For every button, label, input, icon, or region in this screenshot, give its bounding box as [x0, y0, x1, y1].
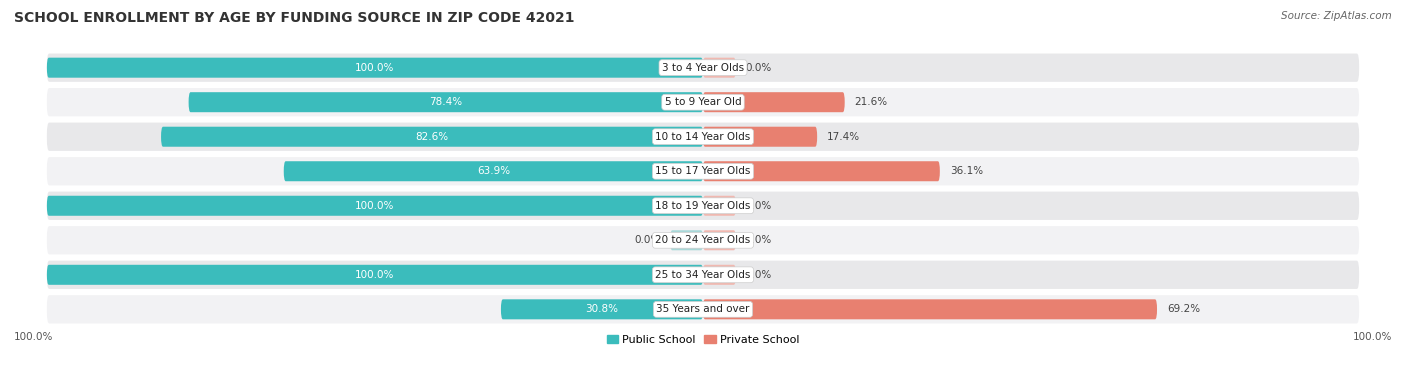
FancyBboxPatch shape	[162, 127, 703, 147]
FancyBboxPatch shape	[46, 54, 1360, 82]
FancyBboxPatch shape	[703, 127, 817, 147]
FancyBboxPatch shape	[284, 161, 703, 181]
Text: 10 to 14 Year Olds: 10 to 14 Year Olds	[655, 132, 751, 142]
Legend: Public School, Private School: Public School, Private School	[602, 330, 804, 349]
FancyBboxPatch shape	[671, 230, 703, 250]
FancyBboxPatch shape	[46, 157, 1360, 185]
Text: 0.0%: 0.0%	[745, 201, 772, 211]
Text: 21.6%: 21.6%	[855, 97, 887, 107]
FancyBboxPatch shape	[46, 196, 703, 216]
Text: 20 to 24 Year Olds: 20 to 24 Year Olds	[655, 235, 751, 245]
Text: 63.9%: 63.9%	[477, 166, 510, 176]
FancyBboxPatch shape	[703, 230, 735, 250]
Text: Source: ZipAtlas.com: Source: ZipAtlas.com	[1281, 11, 1392, 21]
Text: 0.0%: 0.0%	[745, 270, 772, 280]
Text: 25 to 34 Year Olds: 25 to 34 Year Olds	[655, 270, 751, 280]
FancyBboxPatch shape	[46, 261, 1360, 289]
FancyBboxPatch shape	[46, 88, 1360, 116]
Text: 36.1%: 36.1%	[949, 166, 983, 176]
FancyBboxPatch shape	[703, 196, 735, 216]
Text: 15 to 17 Year Olds: 15 to 17 Year Olds	[655, 166, 751, 176]
FancyBboxPatch shape	[703, 58, 735, 78]
FancyBboxPatch shape	[703, 161, 939, 181]
Text: 35 Years and over: 35 Years and over	[657, 304, 749, 314]
Text: 100.0%: 100.0%	[1353, 332, 1392, 342]
FancyBboxPatch shape	[703, 92, 845, 112]
Text: 5 to 9 Year Old: 5 to 9 Year Old	[665, 97, 741, 107]
Text: 0.0%: 0.0%	[745, 235, 772, 245]
FancyBboxPatch shape	[46, 226, 1360, 254]
FancyBboxPatch shape	[703, 299, 1157, 319]
Text: 100.0%: 100.0%	[14, 332, 53, 342]
FancyBboxPatch shape	[46, 265, 703, 285]
Text: 17.4%: 17.4%	[827, 132, 860, 142]
Text: 100.0%: 100.0%	[356, 270, 395, 280]
Text: 78.4%: 78.4%	[429, 97, 463, 107]
Text: 30.8%: 30.8%	[585, 304, 619, 314]
FancyBboxPatch shape	[46, 295, 1360, 323]
Text: 69.2%: 69.2%	[1167, 304, 1199, 314]
FancyBboxPatch shape	[46, 58, 703, 78]
FancyBboxPatch shape	[46, 192, 1360, 220]
Text: 82.6%: 82.6%	[415, 132, 449, 142]
FancyBboxPatch shape	[188, 92, 703, 112]
Text: 100.0%: 100.0%	[356, 201, 395, 211]
Text: 18 to 19 Year Olds: 18 to 19 Year Olds	[655, 201, 751, 211]
Text: 3 to 4 Year Olds: 3 to 4 Year Olds	[662, 63, 744, 73]
Text: SCHOOL ENROLLMENT BY AGE BY FUNDING SOURCE IN ZIP CODE 42021: SCHOOL ENROLLMENT BY AGE BY FUNDING SOUR…	[14, 11, 575, 25]
Text: 0.0%: 0.0%	[745, 63, 772, 73]
Text: 0.0%: 0.0%	[634, 235, 661, 245]
Text: 100.0%: 100.0%	[356, 63, 395, 73]
FancyBboxPatch shape	[46, 123, 1360, 151]
FancyBboxPatch shape	[501, 299, 703, 319]
FancyBboxPatch shape	[703, 265, 735, 285]
